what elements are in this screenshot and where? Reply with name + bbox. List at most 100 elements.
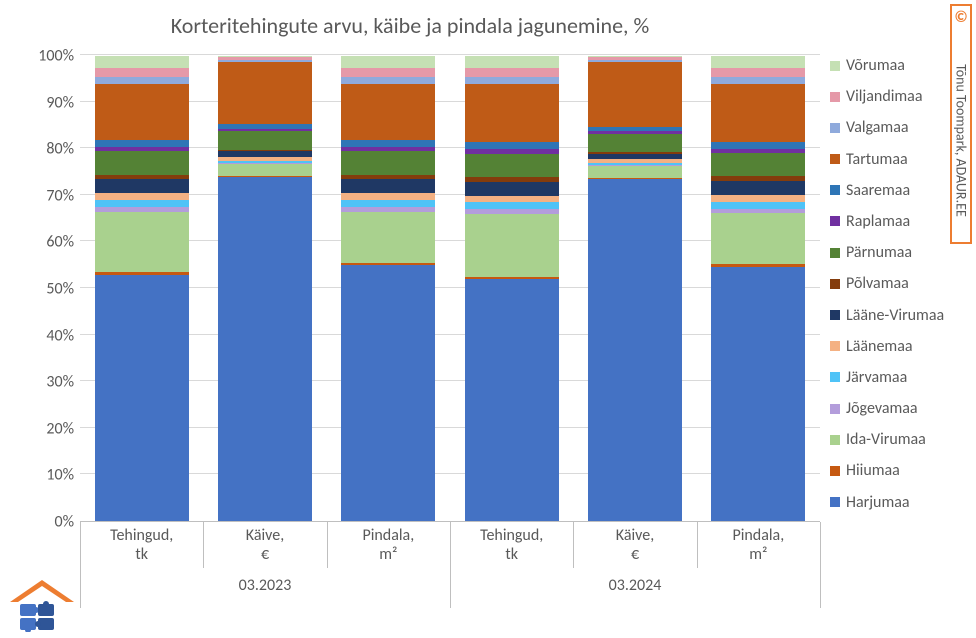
bar-segment — [341, 263, 435, 265]
bar-segment — [711, 84, 805, 142]
legend-swatch — [830, 497, 840, 507]
bar-segment — [711, 209, 805, 214]
legend-item: Tartumaa — [830, 150, 970, 169]
bar-segment — [588, 154, 682, 160]
copyright-text: Tõnu Toompark, ADAUR.EE — [953, 64, 970, 217]
bar-segment — [711, 153, 805, 176]
bar-slot — [80, 56, 203, 521]
bar-segment — [341, 207, 435, 212]
bar-segment — [341, 56, 435, 68]
bar-segment — [711, 195, 805, 202]
bar-segment — [341, 68, 435, 77]
x-category-label: Pindala,m² — [697, 526, 820, 564]
x-group-label: 03.2023 — [80, 576, 450, 595]
legend-item: Jõgevamaa — [830, 399, 970, 418]
bar-segment — [95, 179, 189, 193]
legend-swatch — [830, 61, 840, 71]
bar-segment — [95, 140, 189, 147]
bar-segment — [341, 200, 435, 207]
bar-segment — [218, 124, 312, 129]
bar-segment — [711, 213, 805, 264]
bar-segment — [588, 57, 682, 60]
y-tick-label: 100% — [14, 47, 74, 66]
x-category-label: Tehingud,tk — [80, 526, 203, 564]
bar-segment — [341, 193, 435, 200]
y-tick-label: 10% — [14, 466, 74, 485]
y-tick-label: 90% — [14, 93, 74, 112]
bar-segment — [341, 179, 435, 193]
legend: Võrumaa Viljandimaa Valgamaa Tartumaa Saarem… — [830, 56, 970, 524]
bar-segment — [711, 176, 805, 181]
legend-label: Harjumaa — [846, 493, 910, 512]
legend-swatch — [830, 248, 840, 258]
bar-segment — [218, 62, 312, 125]
legend-swatch — [830, 372, 840, 382]
copyright-symbol: © — [952, 8, 970, 27]
bar-segment — [341, 84, 435, 140]
bar-segment — [588, 127, 682, 132]
legend-item: Hiiumaa — [830, 461, 970, 480]
bar-segment — [95, 207, 189, 212]
stacked-bar — [218, 56, 312, 521]
legend-swatch — [830, 310, 840, 320]
bar-segment — [711, 202, 805, 209]
plot-area — [80, 56, 820, 522]
bar-segment — [218, 163, 312, 164]
stacked-bar — [711, 56, 805, 521]
legend-item: Raplamaa — [830, 212, 970, 231]
bar-segment — [588, 152, 682, 153]
bar-slot — [327, 56, 450, 521]
legend-swatch — [830, 435, 840, 445]
bar-slot — [697, 56, 820, 521]
bar-segment — [465, 68, 559, 77]
bar-segment — [588, 60, 682, 61]
legend-swatch — [830, 216, 840, 226]
bar-segment — [95, 68, 189, 77]
legend-swatch — [830, 404, 840, 414]
legend-label: Viljandimaa — [846, 87, 923, 106]
bar-segment — [341, 151, 435, 174]
bar-segment — [218, 131, 312, 150]
bar-slot — [450, 56, 573, 521]
y-tick-label: 40% — [14, 326, 74, 345]
y-tick-label: 80% — [14, 140, 74, 159]
legend-swatch — [830, 154, 840, 164]
legend-label: Saaremaa — [846, 181, 910, 200]
bar-segment — [341, 140, 435, 147]
legend-label: Raplamaa — [846, 212, 910, 231]
bar-segment — [711, 264, 805, 266]
x-category-label: Käive,€ — [203, 526, 326, 564]
bar-segment — [588, 56, 682, 57]
legend-swatch — [830, 279, 840, 289]
bar-segment — [711, 56, 805, 68]
legend-label: Lääne-Virumaa — [846, 306, 944, 325]
bar-segment — [218, 150, 312, 151]
bar-segment — [95, 200, 189, 207]
legend-item: Valgamaa — [830, 118, 970, 137]
bar-segment — [465, 77, 559, 84]
bar-segment — [95, 77, 189, 84]
bar-segment — [465, 196, 559, 203]
legend-label: Järvamaa — [846, 368, 907, 387]
legend-item: Harjumaa — [830, 493, 970, 512]
legend-label: Pärnumaa — [846, 243, 912, 262]
bar-segment — [588, 134, 682, 153]
bar-segment — [95, 272, 189, 274]
legend-item: Lääne-Virumaa — [830, 306, 970, 325]
bar-segment — [588, 163, 682, 165]
x-category-label: Tehingud,tk — [450, 526, 573, 564]
y-tick-label: 60% — [14, 233, 74, 252]
y-tick-label: 70% — [14, 186, 74, 205]
bar-segment — [218, 151, 312, 157]
bar-segment — [711, 181, 805, 195]
legend-item: Järvamaa — [830, 368, 970, 387]
legend-label: Hiiumaa — [846, 461, 900, 480]
legend-swatch — [830, 123, 840, 133]
bar-segment — [95, 84, 189, 140]
bar-segment — [218, 157, 312, 161]
bar-segment — [465, 56, 559, 68]
logo-icon — [6, 574, 78, 632]
x-category-label: Käive,€ — [573, 526, 696, 564]
stacked-bar — [95, 56, 189, 521]
legend-label: Võrumaa — [846, 56, 905, 75]
